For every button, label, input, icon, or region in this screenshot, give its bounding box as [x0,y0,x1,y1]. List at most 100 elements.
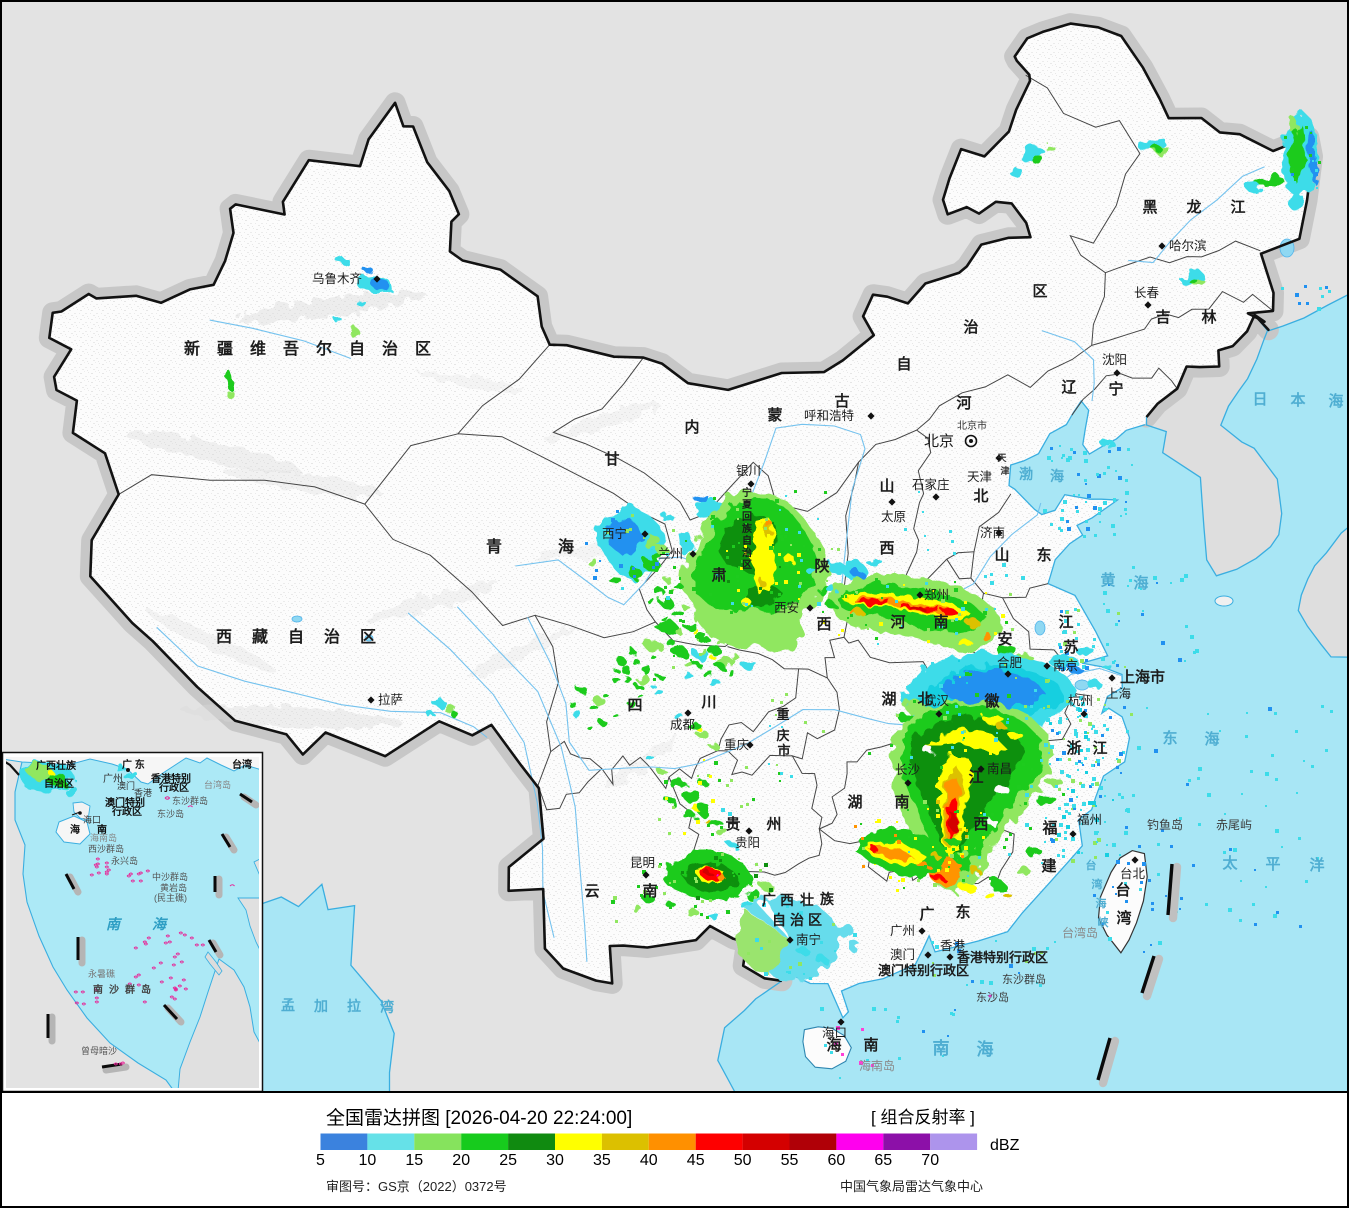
svg-text:广: 广 [762,892,776,908]
svg-text:河: 河 [890,613,905,631]
svg-text:自: 自 [349,339,365,358]
svg-text:庆: 庆 [775,728,789,743]
svg-text:北: 北 [917,691,932,708]
svg-text:西: 西 [973,816,988,833]
svg-text:平: 平 [1265,856,1280,873]
svg-text:州: 州 [765,816,781,833]
svg-text:徽: 徽 [983,692,1000,710]
svg-text:南: 南 [894,793,909,811]
svg-text:南: 南 [863,1036,878,1054]
svg-text:甘: 甘 [604,450,619,468]
svg-text:郑州: 郑州 [924,587,949,602]
svg-text:海南岛: 海南岛 [859,1058,895,1073]
svg-text:峡: 峡 [1098,915,1110,929]
svg-text:本: 本 [1290,391,1305,409]
svg-text:南: 南 [933,613,948,631]
svg-text:海: 海 [1204,730,1219,748]
svg-text:族: 族 [820,891,835,907]
svg-text:黄岩岛: 黄岩岛 [160,882,187,893]
svg-text:黑: 黑 [1142,199,1157,216]
svg-text:西: 西 [879,540,894,557]
svg-text:西宁: 西宁 [602,526,627,541]
svg-text:南: 南 [933,1038,950,1058]
svg-text:中沙群岛: 中沙群岛 [152,871,188,882]
svg-text:dBZ: dBZ [990,1137,1020,1154]
svg-text:贵阳: 贵阳 [735,836,760,850]
svg-text:20: 20 [452,1152,470,1169]
svg-text:内: 内 [684,418,699,436]
svg-text:维: 维 [250,339,266,358]
svg-text:川: 川 [700,694,716,711]
svg-text:海: 海 [1096,896,1107,910]
svg-text:沈阳: 沈阳 [1102,352,1127,367]
svg-text:湾: 湾 [1116,909,1131,927]
svg-text:湾: 湾 [1092,877,1103,891]
svg-text:上海市: 上海市 [1120,668,1165,686]
svg-text:洋: 洋 [1309,856,1324,874]
svg-text:行政区: 行政区 [111,805,142,818]
svg-text:林: 林 [1201,308,1217,326]
svg-text:中国气象局雷达气象中心: 中国气象局雷达气象中心 [840,1179,983,1194]
svg-text:区: 区 [742,559,752,571]
svg-text:东沙群岛: 东沙群岛 [1002,972,1046,986]
svg-text:65: 65 [874,1152,892,1169]
svg-text:台湾: 台湾 [232,758,252,771]
svg-text:自: 自 [772,912,786,928]
svg-text:70: 70 [921,1152,939,1169]
svg-text:上海: 上海 [1106,686,1132,701]
svg-text:银川: 银川 [736,464,761,478]
svg-text:建: 建 [1041,857,1057,875]
svg-text:25: 25 [499,1152,517,1169]
svg-text:海口: 海口 [822,1025,847,1040]
svg-text:曾母暗沙: 曾母暗沙 [81,1045,117,1056]
svg-text:浙: 浙 [1066,739,1081,757]
svg-text:[ 组合反射率 ]: [ 组合反射率 ] [871,1108,975,1127]
svg-text:南: 南 [97,823,107,836]
svg-text:太原: 太原 [881,509,906,524]
svg-text:四: 四 [627,697,642,714]
svg-text:石家庄: 石家庄 [912,477,950,492]
svg-text:古: 古 [834,392,849,410]
svg-text:自: 自 [896,355,911,373]
svg-text:拉萨: 拉萨 [378,692,403,707]
svg-text:台湾岛: 台湾岛 [1062,925,1098,940]
svg-text:疆: 疆 [217,340,233,358]
svg-text:湖: 湖 [847,794,862,811]
svg-text:藏: 藏 [252,627,268,646]
svg-text:审图号：GS京（2022）0372号: 审图号：GS京（2022）0372号 [326,1179,507,1194]
svg-text:津: 津 [1000,465,1009,476]
svg-text:天: 天 [997,453,1007,463]
svg-text:香港: 香港 [940,939,966,953]
svg-text:长沙: 长沙 [895,763,921,777]
svg-text:重庆: 重庆 [724,737,750,752]
svg-text:辽: 辽 [1061,379,1076,396]
svg-text:杭州: 杭州 [1068,693,1093,708]
svg-text:福: 福 [1041,819,1057,837]
svg-text:南沙群岛: 南沙群岛 [93,983,157,996]
svg-text:夏: 夏 [741,499,753,511]
svg-text:青: 青 [486,537,502,556]
svg-text:香港特别: 香港特别 [151,772,191,785]
svg-text:湖: 湖 [881,691,896,708]
svg-text:江: 江 [968,768,983,786]
svg-text:海: 海 [977,1039,994,1059]
svg-text:安: 安 [997,630,1012,648]
svg-text:云: 云 [584,883,599,900]
svg-text:西: 西 [816,616,831,633]
svg-text:新: 新 [184,339,200,358]
svg-text:治: 治 [790,912,804,928]
svg-text:海: 海 [558,537,574,556]
svg-text:山: 山 [994,547,1009,564]
svg-text:族: 族 [742,522,753,535]
svg-text:广 东: 广 东 [122,758,145,771]
svg-text:海: 海 [826,1036,841,1054]
svg-text:呼和浩特: 呼和浩特 [804,408,854,423]
svg-text:广州: 广州 [890,924,915,938]
svg-text:区: 区 [360,628,376,646]
svg-text:重: 重 [776,707,789,722]
svg-text:南昌: 南昌 [987,761,1012,776]
svg-text:55: 55 [781,1152,799,1169]
svg-text:南京: 南京 [1053,658,1078,673]
svg-text:台北: 台北 [1120,866,1146,881]
svg-text:南: 南 [642,882,657,900]
